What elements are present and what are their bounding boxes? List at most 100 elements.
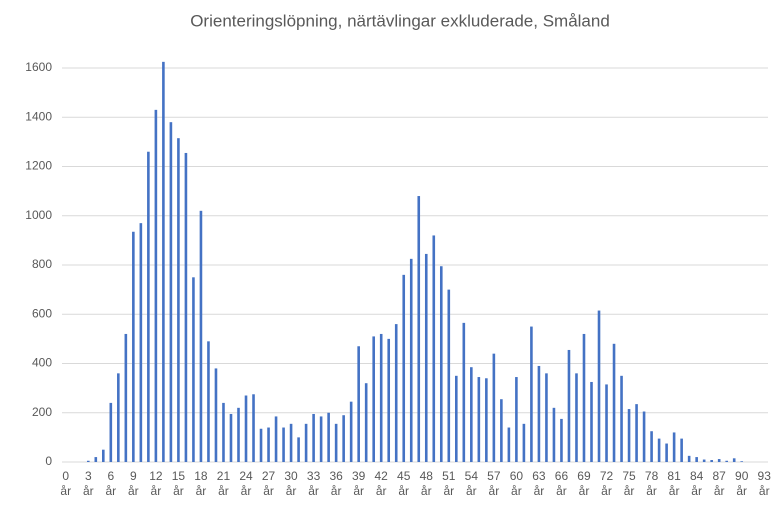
bar — [455, 375, 458, 462]
bar — [86, 460, 90, 462]
bar — [184, 152, 188, 463]
bar — [319, 416, 323, 462]
bar — [620, 375, 623, 462]
y-tick-label: 1000 — [25, 208, 52, 222]
y-tick-label: 1200 — [25, 159, 52, 173]
bar — [312, 413, 315, 462]
x-tick-label: 0 år — [60, 469, 72, 498]
y-tick-label: 600 — [32, 306, 52, 320]
bar — [530, 326, 533, 462]
bar — [560, 418, 563, 462]
x-tick-label: 72 år — [599, 469, 614, 498]
bar — [327, 412, 330, 462]
x-tick-label: 24 år — [239, 469, 253, 498]
bar — [687, 455, 691, 462]
bar — [462, 322, 466, 462]
bar — [409, 258, 413, 462]
bar — [477, 377, 481, 462]
bar — [357, 346, 360, 462]
x-tick-label: 42 år — [374, 469, 388, 498]
x-tick-label: 18 år — [194, 469, 208, 498]
bar — [582, 333, 586, 462]
bar — [267, 427, 270, 462]
bar — [695, 457, 698, 462]
x-tick-label: 3 år — [82, 469, 94, 498]
x-tick-label: 87 år — [712, 469, 726, 498]
bar — [169, 122, 173, 463]
bar — [657, 438, 661, 462]
bar — [732, 458, 736, 462]
bar — [627, 409, 631, 462]
bar — [394, 324, 398, 462]
bar — [612, 343, 616, 462]
bar — [364, 383, 368, 462]
x-tick-label: 69 år — [577, 469, 591, 498]
bar — [725, 460, 728, 462]
bar — [567, 349, 571, 462]
bar — [379, 333, 383, 462]
bar — [665, 443, 668, 462]
bar — [447, 289, 451, 462]
bar — [244, 395, 248, 462]
x-tick-label: 57 år — [487, 469, 501, 498]
bar — [349, 401, 353, 462]
bar — [192, 277, 195, 462]
x-tick-label: 75 år — [622, 469, 636, 498]
bar — [485, 378, 488, 462]
bar — [717, 459, 721, 462]
bar — [470, 367, 473, 462]
bar — [605, 384, 608, 462]
x-tick-label: 93 år — [757, 469, 771, 498]
x-tick-label: 30 år — [284, 469, 298, 498]
x-tick-label: 81 år — [667, 469, 681, 498]
y-tick-label: 400 — [32, 356, 52, 370]
bar — [222, 402, 225, 462]
x-tick-label: 78 år — [644, 469, 659, 498]
x-tick-label: 12 år — [149, 469, 163, 498]
bar — [147, 151, 150, 462]
bar — [274, 416, 278, 462]
bar — [199, 210, 203, 462]
bar — [672, 432, 676, 462]
bar — [402, 274, 406, 462]
bar — [650, 431, 653, 462]
chart-title: Orienteringslöpning, närtävlingar exklud… — [190, 11, 610, 30]
bar — [289, 423, 293, 462]
bar — [252, 394, 255, 462]
bar — [304, 423, 308, 462]
bar — [132, 231, 135, 462]
bar — [214, 368, 218, 462]
bar — [229, 413, 233, 462]
bar — [177, 138, 180, 462]
y-tick-label: 1600 — [25, 60, 52, 74]
bar — [387, 338, 391, 462]
y-tick-label: 1400 — [25, 109, 52, 123]
bar — [710, 460, 713, 462]
x-tick-label: 45 år — [397, 469, 411, 498]
x-tick-label: 27 år — [261, 469, 276, 498]
x-tick-label: 60 år — [509, 469, 524, 498]
x-tick-label: 33 år — [306, 469, 321, 498]
bar — [139, 223, 143, 462]
y-tick-label: 200 — [32, 405, 52, 419]
bar — [522, 423, 526, 462]
x-tick-label: 21 år — [216, 469, 231, 498]
x-tick-label: 48 år — [419, 469, 433, 498]
bar — [740, 461, 744, 462]
bar — [154, 109, 158, 463]
bar — [545, 373, 548, 462]
x-tick-label: 84 år — [689, 469, 704, 498]
bar — [259, 428, 263, 462]
bar — [342, 415, 345, 462]
x-tick-label: 54 år — [464, 469, 478, 498]
y-tick-label: 800 — [32, 257, 52, 271]
x-tick-label: 15 år — [171, 469, 186, 498]
bar — [507, 427, 511, 462]
bar — [642, 411, 646, 462]
bar — [117, 373, 120, 462]
bar — [537, 365, 541, 462]
x-tick-label: 63 år — [532, 469, 546, 498]
x-tick-label: 9 år — [128, 469, 139, 498]
bar — [237, 407, 240, 462]
